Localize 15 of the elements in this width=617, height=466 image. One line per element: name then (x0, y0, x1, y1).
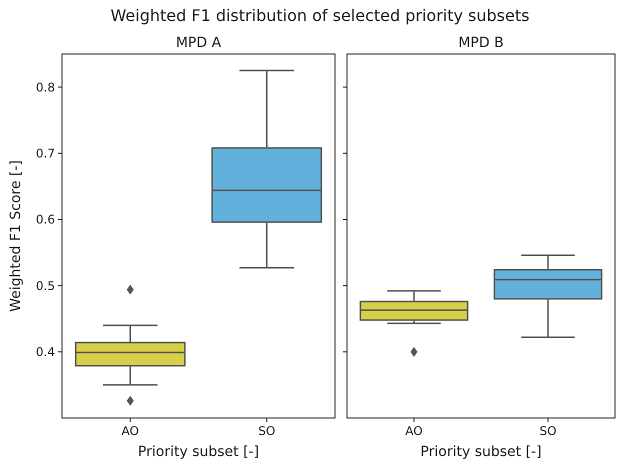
x-tick-label: AO (122, 424, 139, 438)
x-axis-title: Priority subset [-] (138, 444, 260, 460)
x-axis-title: Priority subset [-] (420, 444, 542, 460)
y-axis-title: Weighted F1 Score [-] (8, 160, 24, 312)
chart-subtitle: MPD B (458, 35, 504, 51)
y-tick-label: 0.4 (36, 345, 55, 360)
x-tick-label: SO (539, 424, 557, 438)
x-tick-label: SO (258, 424, 276, 438)
y-tick-label: 0.5 (36, 278, 55, 293)
chart-subtitle: MPD A (176, 35, 222, 51)
y-tick-label: 0.8 (36, 80, 55, 94)
chart-title: Weighted F1 distribution of selected priority subsets (110, 6, 530, 25)
x-tick-label: AO (405, 424, 423, 438)
y-tick-label: 0.6 (36, 212, 55, 227)
y-tick-label: 0.7 (36, 146, 55, 160)
